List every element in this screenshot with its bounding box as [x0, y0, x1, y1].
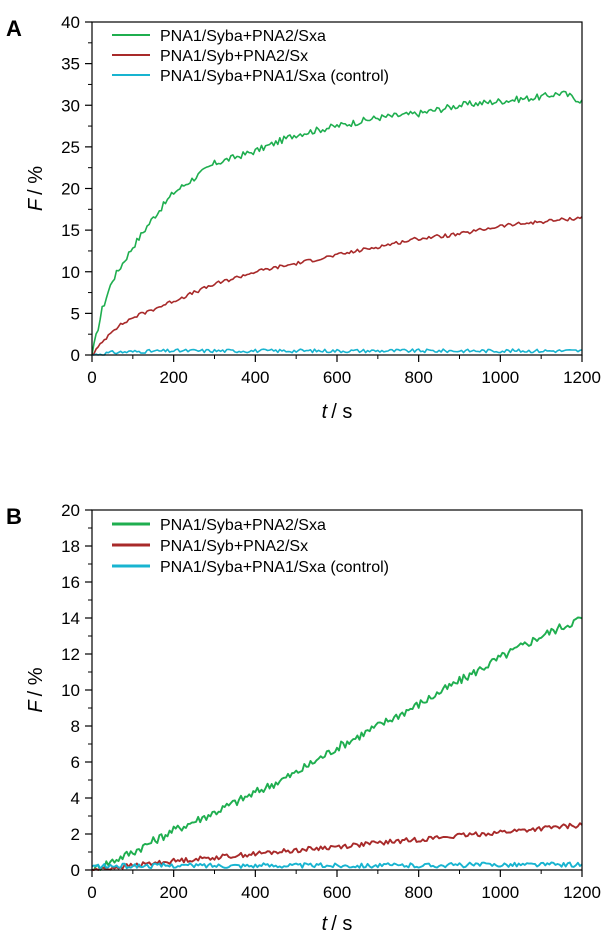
panel-a-x-tick-label: 600: [323, 368, 351, 387]
panel-b-x-tick-label: 200: [159, 883, 187, 902]
panel-b-y-tick-label: 16: [61, 573, 80, 592]
panel-b-y-tick-label: 14: [61, 609, 80, 628]
panel-a-y-tick-label: 5: [71, 304, 80, 323]
panel-a-x-tick-label: 1000: [481, 368, 519, 387]
panel-b-series-line-1: [92, 616, 583, 871]
panel-a-y-axis-label: F / %: [25, 166, 47, 211]
panel-b-y-tick-label: 6: [71, 753, 80, 772]
panel-a: A 0 200 400 600 800 1000 12000510152025303540 …: [6, 13, 601, 423]
panel-a-letter: A: [6, 16, 22, 41]
panel-a-x-tick-label: 200: [159, 368, 187, 387]
panel-a-x-axis-label: t / s: [322, 401, 353, 423]
panel-a-y-tick-label: 40: [61, 13, 80, 32]
panel-b-y-tick-label: 18: [61, 537, 80, 556]
panel-b-x-axis-var: t: [322, 913, 329, 935]
panel-b-y-tick-label: 0: [71, 861, 80, 880]
panel-b-x-axis-label: t / s: [322, 913, 353, 935]
panel-a-y-axis-unit: / %: [25, 166, 47, 195]
panel-a-y-tick-label: 35: [61, 55, 80, 74]
panel-b-series-line-3: [91, 861, 583, 870]
panel-a-legend-label-3: PNA1/Syba+PNA1/Sxa (control): [160, 68, 389, 85]
panel-b-x-tick-label: 0: [87, 883, 96, 902]
panel-a-x-axis-var: t: [322, 401, 329, 423]
panel-a-x-tick-label: 1200: [563, 368, 601, 387]
panel-a-series-line-2: [91, 216, 583, 356]
panel-b-y-tick-label: 20: [61, 501, 80, 520]
panel-b-legend-label-2: PNA1/Syb+PNA2/Sx: [160, 538, 308, 555]
panel-a-plot-frame: [91, 21, 583, 356]
panel-b-legend-label-3: PNA1/Syba+PNA1/Sxa (control): [160, 559, 389, 576]
panel-a-series-line-3: [91, 348, 583, 356]
panel-b-y-axis-label: F / %: [25, 667, 47, 712]
panel-a-x-tick-label: 400: [241, 368, 269, 387]
panel-a-x-tick-label: 800: [404, 368, 432, 387]
panel-b-x-tick-label: 800: [404, 883, 432, 902]
panel-b-plot-frame: [91, 509, 583, 871]
panel-a-y-tick-label: 15: [61, 221, 80, 240]
panel-b-y-axis-var: F: [25, 699, 47, 713]
panel-a-legend-label-1: PNA1/Syba+PNA2/Sxa: [160, 28, 326, 45]
panel-b-y-tick-label: 4: [71, 789, 80, 808]
panel-a-legend: PNA1/Syba+PNA2/Sxa PNA1/Syb+PNA2/Sx PNA1…: [112, 28, 389, 85]
panel-a-y-tick-label: 30: [61, 96, 80, 115]
panel-a-legend-label-2: PNA1/Syb+PNA2/Sx: [160, 48, 308, 65]
panel-b-series: [91, 616, 583, 871]
panel-b-letter: B: [6, 504, 22, 529]
panel-b-x-tick-label: 1200: [563, 883, 601, 902]
panel-b-legend: PNA1/Syba+PNA2/Sxa PNA1/Syb+PNA2/Sx PNA1…: [112, 517, 389, 576]
panel-b-y-tick-label: 10: [61, 681, 80, 700]
panel-b-y-tick-label: 8: [71, 717, 80, 736]
panel-a-series-line-1: [91, 90, 583, 356]
panel-b-x-tick-label: 600: [323, 883, 351, 902]
panel-b-legend-label-1: PNA1/Syba+PNA2/Sxa: [160, 517, 326, 534]
panel-b-x-axis-unit: / s: [331, 913, 352, 935]
panel-b-x-tick-label: 1000: [481, 883, 519, 902]
panel-a-x-tick-label: 0: [87, 368, 96, 387]
panel-b-y-tick-label: 12: [61, 645, 80, 664]
panel-a-series: [91, 90, 583, 356]
panel-a-y-tick-label: 0: [71, 346, 80, 365]
panel-a-x-axis-unit: / s: [331, 401, 352, 423]
panel-b-series-line-2: [92, 822, 583, 871]
panel-a-y-axis-var: F: [25, 197, 47, 211]
panel-b-ticks: 0 200 400 600 800 1000 1200 0 2 4 6 8 10 12 14 16 18 20: [61, 501, 601, 902]
panel-a-y-tick-label: 20: [61, 180, 80, 199]
panel-b: B 0 200 400 600 800 1000 1200 0 2 4 6 8 10 12 14 16 18 20…: [6, 501, 601, 935]
panel-a-y-tick-label: 25: [61, 138, 80, 157]
panel-a-y-tick-label: 10: [61, 263, 80, 282]
panel-b-y-axis-unit: / %: [25, 667, 47, 696]
panel-b-x-tick-label: 400: [241, 883, 269, 902]
panel-a-ticks: 0 200 400 600 800 1000 1200 0 5 10 15 20 25 30 35 40: [61, 13, 601, 387]
panel-b-y-tick-label: 2: [71, 825, 80, 844]
